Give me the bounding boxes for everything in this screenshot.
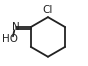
Text: HO: HO (2, 34, 18, 44)
Text: N: N (12, 22, 20, 32)
Text: Cl: Cl (43, 4, 53, 15)
